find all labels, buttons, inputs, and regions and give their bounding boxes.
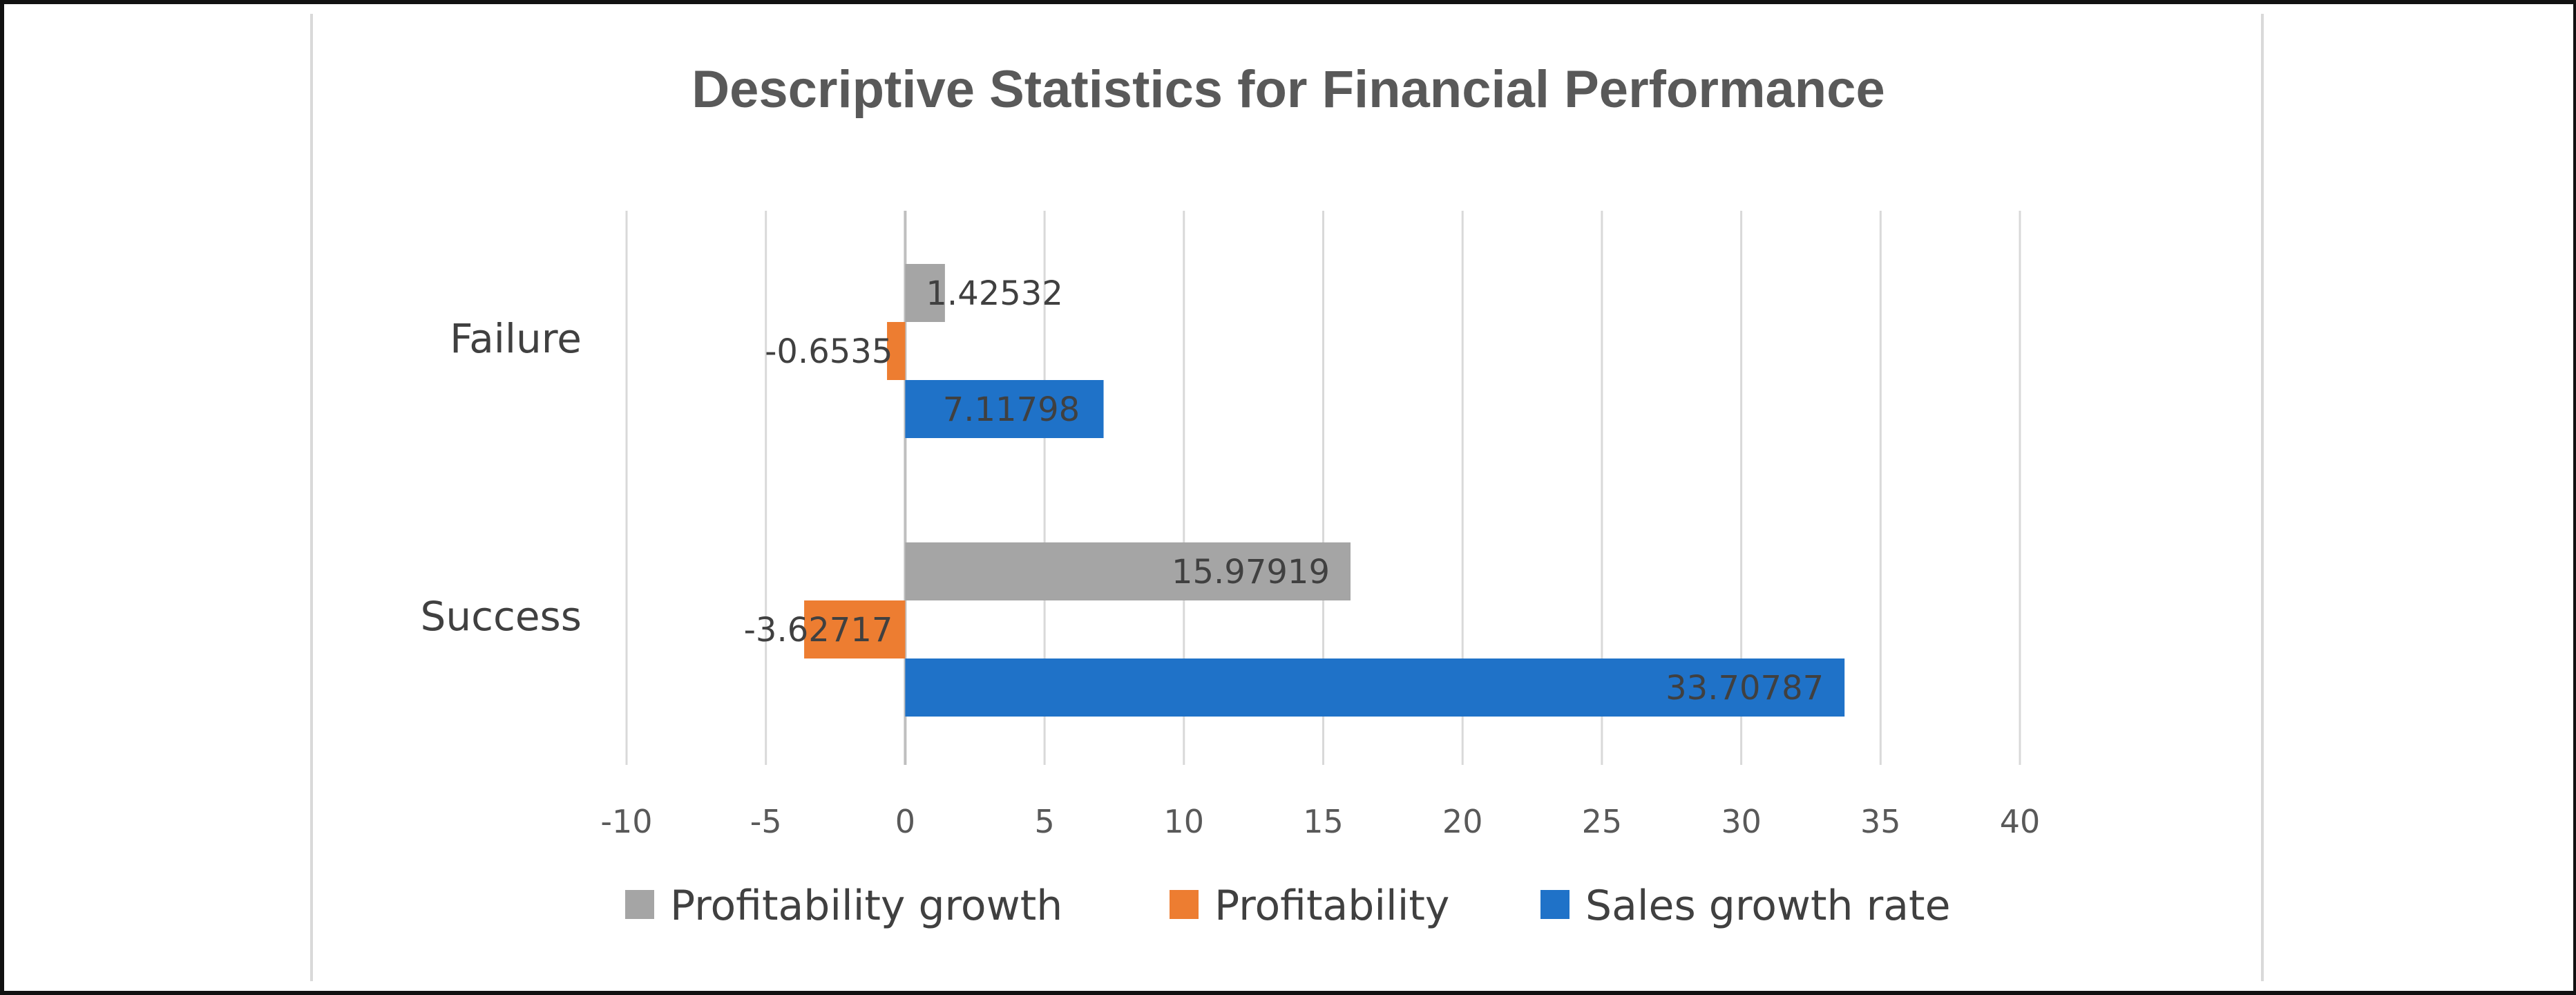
bar-failure-sales-growth-rate xyxy=(905,380,1104,438)
category-label-success: Success xyxy=(421,593,582,640)
data-label: -0.6535 xyxy=(765,332,893,371)
legend-label: Profitability growth xyxy=(670,882,1062,930)
bar-success-profitability-growth xyxy=(905,542,1351,600)
x-tick-label: 0 xyxy=(895,803,915,840)
legend-swatch-sales-growth-rate xyxy=(1540,890,1570,919)
category-label-failure: Failure xyxy=(450,315,582,362)
bar-success-profitability xyxy=(804,600,906,658)
x-tick-label: 10 xyxy=(1164,803,1205,840)
x-tick-label: -10 xyxy=(600,803,652,840)
category-labels: Failure Success xyxy=(421,315,582,640)
x-axis-ticks: -10 -5 0 5 10 15 20 25 30 35 40 xyxy=(600,803,2040,840)
x-tick-label: 30 xyxy=(1721,803,1762,840)
chart-title: Descriptive Statistics for Financial Per… xyxy=(691,60,1885,119)
bar-failure-profitability-growth xyxy=(905,264,945,322)
x-tick-label: 15 xyxy=(1303,803,1344,840)
x-tick-label: 20 xyxy=(1442,803,1483,840)
legend-swatch-profitability xyxy=(1170,890,1199,919)
x-tick-label: 5 xyxy=(1034,803,1054,840)
data-label: 15.97919 xyxy=(1172,553,1330,591)
bar-success-sales-growth-rate xyxy=(905,658,1845,717)
x-tick-label: 25 xyxy=(1582,803,1623,840)
data-label: 1.42532 xyxy=(926,274,1063,313)
x-tick-label: -5 xyxy=(750,803,782,840)
legend: Profitability growth Profitability Sales g… xyxy=(625,882,1951,930)
legend-label: Profitability xyxy=(1214,882,1449,930)
bars xyxy=(804,264,1845,717)
data-label: -3.62717 xyxy=(744,611,893,650)
data-label: 33.70787 xyxy=(1666,669,1824,708)
data-label: 7.11798 xyxy=(943,390,1080,429)
x-tick-label: 35 xyxy=(1860,803,1901,840)
legend-label: Sales growth rate xyxy=(1585,882,1951,930)
x-tick-label: 40 xyxy=(2000,803,2041,840)
legend-swatch-profitability-growth xyxy=(625,890,654,919)
bar-failure-profitability xyxy=(887,322,906,380)
data-labels: 1.42532 -0.6535 7.11798 15.97919 -3.62717 33.… xyxy=(744,274,1824,708)
